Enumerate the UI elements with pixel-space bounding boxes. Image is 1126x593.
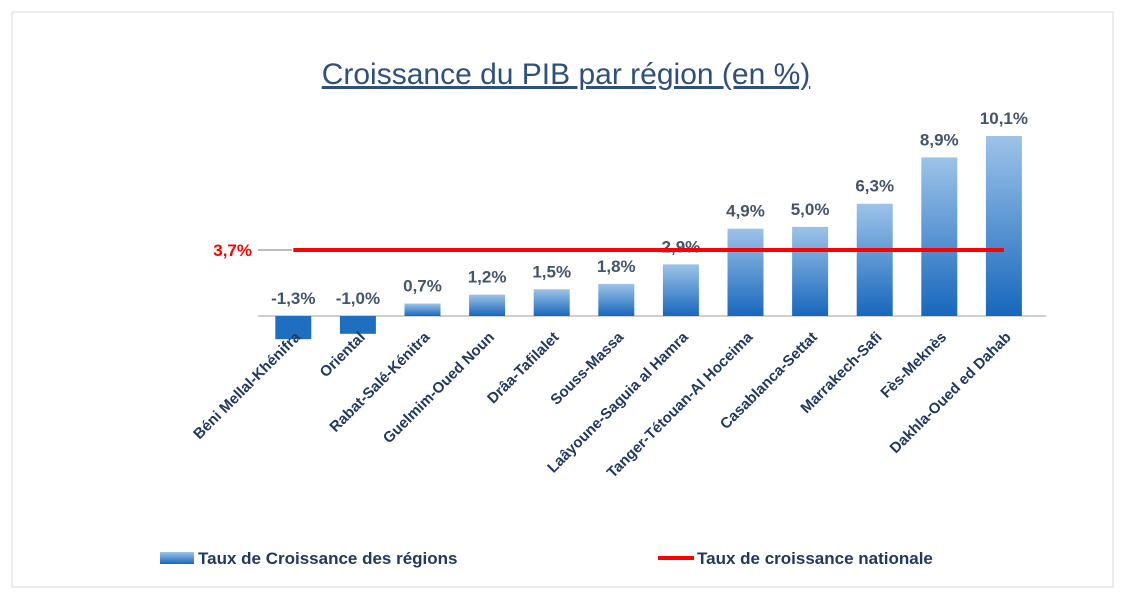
data-label: 2,9%	[662, 237, 701, 256]
data-label: 6,3%	[855, 177, 894, 196]
x-tick-label: Fès-Meknès	[877, 329, 950, 402]
x-tick-label: Guelmim-Oued Noun	[380, 329, 498, 447]
x-tick-label: Dakhla-Oued ed Dahab	[887, 329, 1015, 457]
bar	[339, 316, 376, 334]
chart-title: Croissance du PIB par région (en %)	[322, 58, 811, 91]
bar	[598, 283, 635, 316]
bar	[469, 294, 506, 316]
data-label: -1,0%	[336, 289, 380, 308]
data-label: 1,2%	[468, 268, 507, 287]
legend-swatch	[160, 552, 194, 564]
legend-label: Taux de croissance nationale	[697, 549, 933, 568]
reference-label: 3,7%	[213, 241, 252, 260]
bar	[404, 303, 441, 316]
legend-label: Taux de Croissance des régions	[198, 549, 458, 568]
bar	[727, 228, 764, 316]
frame	[11, 11, 1114, 588]
data-label: 8,9%	[920, 130, 959, 149]
data-label: 4,9%	[726, 202, 765, 221]
data-label: 0,7%	[403, 277, 442, 296]
bar	[662, 264, 699, 316]
bar	[856, 203, 893, 316]
data-label: -1,3%	[271, 289, 315, 308]
x-tick-label: Oriental	[317, 329, 369, 381]
bar	[985, 136, 1022, 316]
data-label: 10,1%	[980, 109, 1028, 128]
data-label: 1,8%	[597, 257, 636, 276]
data-label: 5,0%	[791, 200, 830, 219]
bar	[921, 157, 958, 316]
bar	[533, 289, 570, 316]
bar	[792, 226, 829, 316]
bar	[275, 316, 312, 340]
x-tick-label: Béni Mellal-Khénifra	[190, 328, 304, 442]
data-label: 1,5%	[532, 262, 571, 281]
